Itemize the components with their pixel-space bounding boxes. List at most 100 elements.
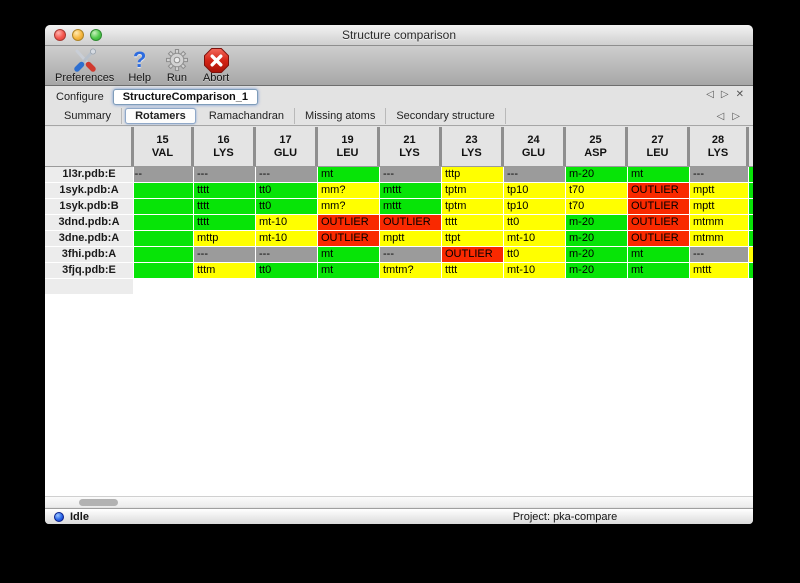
rotamer-cell[interactable]: tttm bbox=[194, 263, 255, 278]
column-header[interactable]: 23 LYS bbox=[442, 127, 501, 166]
rotamer-cell[interactable]: tt0 bbox=[504, 247, 565, 262]
rotamer-cell[interactable]: --- bbox=[690, 247, 748, 262]
panel-close-icon[interactable]: ✕ bbox=[735, 89, 744, 100]
row-label[interactable]: 1syk.pdb:B bbox=[45, 199, 133, 214]
rotamer-cell[interactable]: OUTLIER bbox=[318, 231, 379, 246]
rotamer-cell[interactable]: t bbox=[134, 199, 193, 214]
rotamer-cell[interactable]: mt bbox=[318, 247, 379, 262]
rotamer-cell[interactable]: m-20 bbox=[566, 215, 627, 230]
column-header[interactable]: 27 LEU bbox=[628, 127, 687, 166]
rotamer-cell[interactable]: --- bbox=[504, 167, 565, 182]
rotamer-cell[interactable]: tt0 bbox=[256, 263, 317, 278]
rotamer-cell[interactable]: --- bbox=[134, 167, 193, 182]
rotamer-cell[interactable]: mt-10 bbox=[256, 215, 317, 230]
rotamer-cell[interactable]: --- bbox=[690, 167, 748, 182]
tab-missing-atoms[interactable]: Missing atoms bbox=[295, 108, 387, 124]
scrollbar-thumb[interactable] bbox=[79, 499, 118, 506]
rotamer-cell[interactable]: mt bbox=[318, 167, 379, 182]
rotamer-cell[interactable]: mttt bbox=[690, 263, 748, 278]
rotamer-cell[interactable]: mt-10 bbox=[504, 231, 565, 246]
zoom-window-button[interactable] bbox=[90, 29, 102, 41]
rotamer-cell[interactable]: tttt bbox=[442, 215, 503, 230]
rotamer-cell[interactable]: OUTLIER bbox=[628, 231, 689, 246]
rotamer-cell[interactable]: --- bbox=[194, 167, 255, 182]
rotamer-cell[interactable]: OUTLIER bbox=[628, 183, 689, 198]
rotamer-cell[interactable]: m-20 bbox=[566, 167, 627, 182]
rotamer-cell[interactable]: t bbox=[134, 247, 193, 262]
rotamer-cell[interactable]: t bbox=[134, 263, 193, 278]
tab-next-icon[interactable]: ▷ bbox=[732, 111, 740, 122]
help-button[interactable]: ? Help bbox=[128, 47, 151, 84]
rotamer-cell[interactable]: --- bbox=[256, 247, 317, 262]
rotamer-cell[interactable]: tt0 bbox=[256, 183, 317, 198]
rotamer-cell[interactable]: OUTLIER bbox=[380, 215, 441, 230]
column-header[interactable]: 17 GLU bbox=[256, 127, 315, 166]
row-label[interactable] bbox=[45, 279, 133, 294]
rotamer-cell[interactable]: mptt bbox=[690, 183, 748, 198]
rotamer-cell[interactable]: --- bbox=[256, 167, 317, 182]
configure-selector[interactable]: StructureComparison_1 bbox=[112, 88, 259, 105]
column-header[interactable]: 21 LYS bbox=[380, 127, 439, 166]
rotamer-cell[interactable]: t70 bbox=[566, 183, 627, 198]
rotamer-cell[interactable]: m-20 bbox=[566, 231, 627, 246]
row-label[interactable]: 1l3r.pdb:E bbox=[45, 167, 133, 182]
rotamer-cell[interactable]: m-20 bbox=[566, 247, 627, 262]
row-label[interactable]: 1syk.pdb:A bbox=[45, 183, 133, 198]
rotamer-cell[interactable]: mttt bbox=[380, 199, 441, 214]
rotamer-cell[interactable]: mtmm bbox=[690, 215, 748, 230]
rotamer-cell[interactable]: t bbox=[134, 183, 193, 198]
rotamer-cell[interactable]: mptt bbox=[380, 231, 441, 246]
row-label[interactable]: 3dne.pdb:A bbox=[45, 231, 133, 246]
column-header[interactable]: 16 LYS bbox=[194, 127, 253, 166]
rotamer-cell[interactable]: tt0 bbox=[504, 215, 565, 230]
rotamer-cell[interactable]: mttt bbox=[380, 183, 441, 198]
rotamer-cell[interactable]: tttt bbox=[194, 215, 255, 230]
column-header[interactable]: 25 ASP bbox=[566, 127, 625, 166]
tab-rotamers[interactable]: Rotamers bbox=[125, 108, 196, 124]
rotamer-cell[interactable]: OUTLIER bbox=[318, 215, 379, 230]
column-header[interactable]: 19 LEU bbox=[318, 127, 377, 166]
rotamer-cell[interactable]: tttt bbox=[194, 183, 255, 198]
rotamer-cell[interactable]: tttt bbox=[194, 199, 255, 214]
rotamer-cell[interactable]: m-20 bbox=[566, 263, 627, 278]
rotamer-cell[interactable]: tptm bbox=[442, 199, 503, 214]
rotamer-cell[interactable]: mt-10 bbox=[256, 231, 317, 246]
rotamer-cell[interactable]: mt bbox=[318, 263, 379, 278]
panel-next-icon[interactable]: ▷ bbox=[720, 89, 729, 100]
preferences-button[interactable]: Preferences bbox=[55, 47, 114, 84]
rotamer-cell[interactable]: mtmm bbox=[690, 231, 748, 246]
rotamer-cell[interactable]: tp10 bbox=[504, 183, 565, 198]
run-button[interactable]: Run bbox=[165, 47, 189, 84]
rotamer-cell[interactable]: tt0 bbox=[256, 199, 317, 214]
row-label[interactable]: 3dnd.pdb:A bbox=[45, 215, 133, 230]
column-header[interactable]: 28 LYS bbox=[690, 127, 746, 166]
rotamer-cell[interactable]: mt bbox=[628, 167, 689, 182]
rotamer-cell[interactable]: mt bbox=[628, 247, 689, 262]
minimize-window-button[interactable] bbox=[72, 29, 84, 41]
tab-secondary-structure[interactable]: Secondary structure bbox=[386, 108, 506, 124]
rotamer-cell[interactable]: mt-10 bbox=[504, 263, 565, 278]
rotamer-cell[interactable]: OUTLIER bbox=[628, 199, 689, 214]
tab-prev-icon[interactable]: ◁ bbox=[716, 111, 725, 122]
row-label[interactable]: 3fhi.pdb:A bbox=[45, 247, 133, 262]
rotamer-cell[interactable]: --- bbox=[194, 247, 255, 262]
rotamer-cell[interactable]: tp10 bbox=[504, 199, 565, 214]
rotamer-cell[interactable]: mm? bbox=[318, 199, 379, 214]
close-window-button[interactable] bbox=[54, 29, 66, 41]
tab-ramachandran[interactable]: Ramachandran bbox=[199, 108, 296, 124]
column-header[interactable]: 24 GLU bbox=[504, 127, 563, 166]
row-label[interactable]: 3fjq.pdb:E bbox=[45, 263, 133, 278]
abort-button[interactable]: Abort bbox=[203, 47, 229, 84]
rotamer-cell[interactable]: mptt bbox=[690, 199, 748, 214]
rotamer-cell[interactable]: ttpt bbox=[442, 231, 503, 246]
rotamer-cell[interactable]: mm? bbox=[318, 183, 379, 198]
rotamer-cell[interactable]: mt bbox=[628, 263, 689, 278]
rotamer-cell[interactable]: mttp bbox=[194, 231, 255, 246]
rotamer-cell[interactable]: t70 bbox=[566, 199, 627, 214]
rotamer-cell[interactable]: tttt bbox=[442, 263, 503, 278]
rotamer-cell[interactable]: OUTLIER bbox=[628, 215, 689, 230]
tab-summary[interactable]: Summary bbox=[54, 108, 123, 124]
rotamer-cell[interactable]: --- bbox=[380, 247, 441, 262]
rotamer-cell[interactable]: OUTLIER bbox=[442, 247, 503, 262]
panel-prev-icon[interactable]: ◁ bbox=[706, 89, 714, 100]
